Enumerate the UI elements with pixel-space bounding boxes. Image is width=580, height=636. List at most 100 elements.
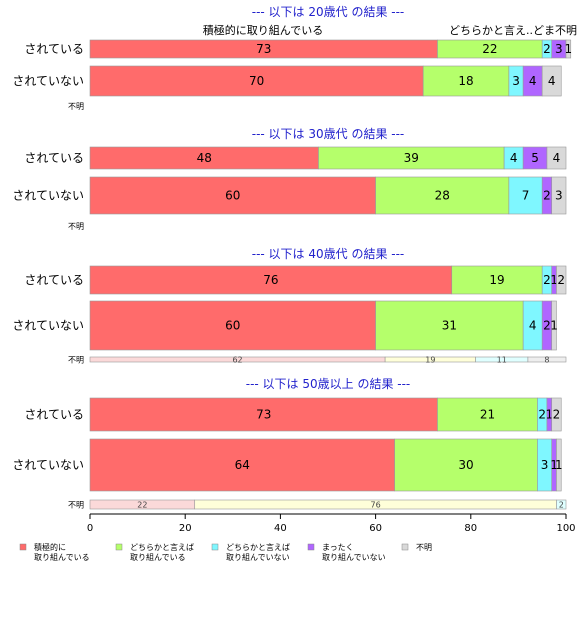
data-label: 76 (263, 273, 278, 287)
data-label: 22 (482, 42, 497, 56)
data-label: 1 (550, 319, 558, 333)
data-label: 30 (458, 458, 473, 472)
data-label: 8 (544, 356, 549, 365)
data-label: 1 (550, 458, 558, 472)
data-label: 2 (543, 189, 551, 203)
category-label: されている (24, 42, 84, 56)
data-label: 2 (543, 273, 551, 287)
category-label: 不明 (68, 501, 84, 510)
data-label: 5 (531, 151, 539, 165)
data-label: 73 (256, 408, 271, 422)
legend-label: 取り組んでいる (34, 552, 90, 562)
legend-label: 取り組んでいない (322, 552, 386, 562)
bar-segment (375, 176, 510, 215)
bar-segment (551, 397, 562, 432)
data-label: 3 (555, 189, 563, 203)
panel-title: --- 以下は 40歳代 の結果 --- (252, 247, 405, 261)
data-label: 3 (541, 458, 549, 472)
data-label: 39 (404, 151, 419, 165)
category-label: されていない (12, 458, 84, 472)
data-label: 7 (522, 189, 530, 203)
bar-segment (551, 176, 567, 215)
data-label: 2 (543, 42, 551, 56)
category-label: されている (24, 151, 84, 165)
data-label: 3 (555, 42, 563, 56)
category-label: されていない (12, 189, 84, 203)
data-label: 60 (225, 319, 240, 333)
data-label: 2 (553, 408, 561, 422)
data-label: 4 (510, 151, 518, 165)
panel-title: --- 以下は 30歳代 の結果 --- (252, 127, 405, 141)
data-label: 64 (235, 458, 250, 472)
legend-label: 取り組んでいる (130, 552, 186, 562)
bar-segment (89, 438, 395, 492)
panel-title: --- 以下は 50歳以上 の結果 --- (246, 377, 411, 391)
category-label: されていない (12, 74, 84, 88)
bar-segment (89, 397, 438, 432)
legend-swatch (19, 543, 27, 551)
category-label: されている (24, 408, 84, 422)
data-label: 4 (529, 319, 537, 333)
header-label: 積極的に取り組んでいる (203, 23, 323, 37)
data-label: 76 (371, 501, 381, 510)
data-label: 11 (497, 356, 507, 365)
legend-label: 積極的に (34, 542, 66, 552)
bar-segment (508, 176, 543, 215)
bar-segment (394, 438, 538, 492)
legend-label: まったく (322, 543, 354, 552)
bar-segment (89, 300, 376, 351)
data-label: 31 (442, 319, 457, 333)
legend-swatch (307, 543, 315, 551)
x-tick-label: 20 (179, 523, 192, 534)
legend-swatch (401, 543, 409, 551)
data-label: 1 (565, 42, 573, 56)
bar-segment (89, 65, 424, 97)
data-label: 21 (480, 408, 495, 422)
category-label: されている (24, 273, 84, 287)
data-label: 4 (529, 74, 537, 88)
bar-segment (556, 438, 562, 492)
bar-segment (546, 146, 567, 170)
bar-segment (556, 265, 567, 295)
category-label: 不明 (68, 222, 84, 231)
data-label: 3 (512, 74, 520, 88)
data-label: 70 (249, 74, 264, 88)
data-label: 18 (458, 74, 473, 88)
bar-segment (527, 356, 567, 363)
x-tick-label: 40 (274, 523, 287, 534)
x-tick-label: 80 (464, 523, 477, 534)
x-tick-label: 60 (369, 523, 382, 534)
data-label: 2 (538, 408, 546, 422)
data-label: 22 (137, 501, 147, 510)
data-label: 19 (489, 273, 504, 287)
legend-swatch (211, 543, 219, 551)
bar-segment (451, 265, 543, 295)
x-tick-label: 100 (556, 523, 575, 534)
legend-label: 取り組んでいない (226, 552, 290, 562)
data-label: 19 (425, 356, 435, 365)
legend-swatch (115, 543, 123, 551)
x-tick-label: 0 (87, 523, 93, 534)
data-label: 2 (557, 273, 565, 287)
legend-label: どちらかと言えば (130, 542, 194, 552)
data-label: 60 (225, 189, 240, 203)
data-label: 48 (197, 151, 212, 165)
header-label: どちらかと言え..どま不明 (449, 24, 577, 37)
category-label: 不明 (68, 102, 84, 111)
data-label: 2 (559, 501, 564, 510)
category-label: 不明 (68, 356, 84, 365)
data-label: 73 (256, 42, 271, 56)
bar-segment (89, 176, 376, 215)
data-label: 2 (543, 319, 551, 333)
data-label: 28 (435, 189, 450, 203)
bar-segment (556, 499, 567, 510)
bar-segment (375, 300, 524, 351)
bar-segment (437, 397, 538, 432)
legend-label: 不明 (416, 543, 432, 552)
data-label: 4 (548, 74, 556, 88)
bar-segment (565, 39, 572, 59)
legend-label: どちらかと言えば (226, 542, 290, 552)
bar-segment (541, 65, 562, 97)
data-label: 62 (232, 356, 242, 365)
